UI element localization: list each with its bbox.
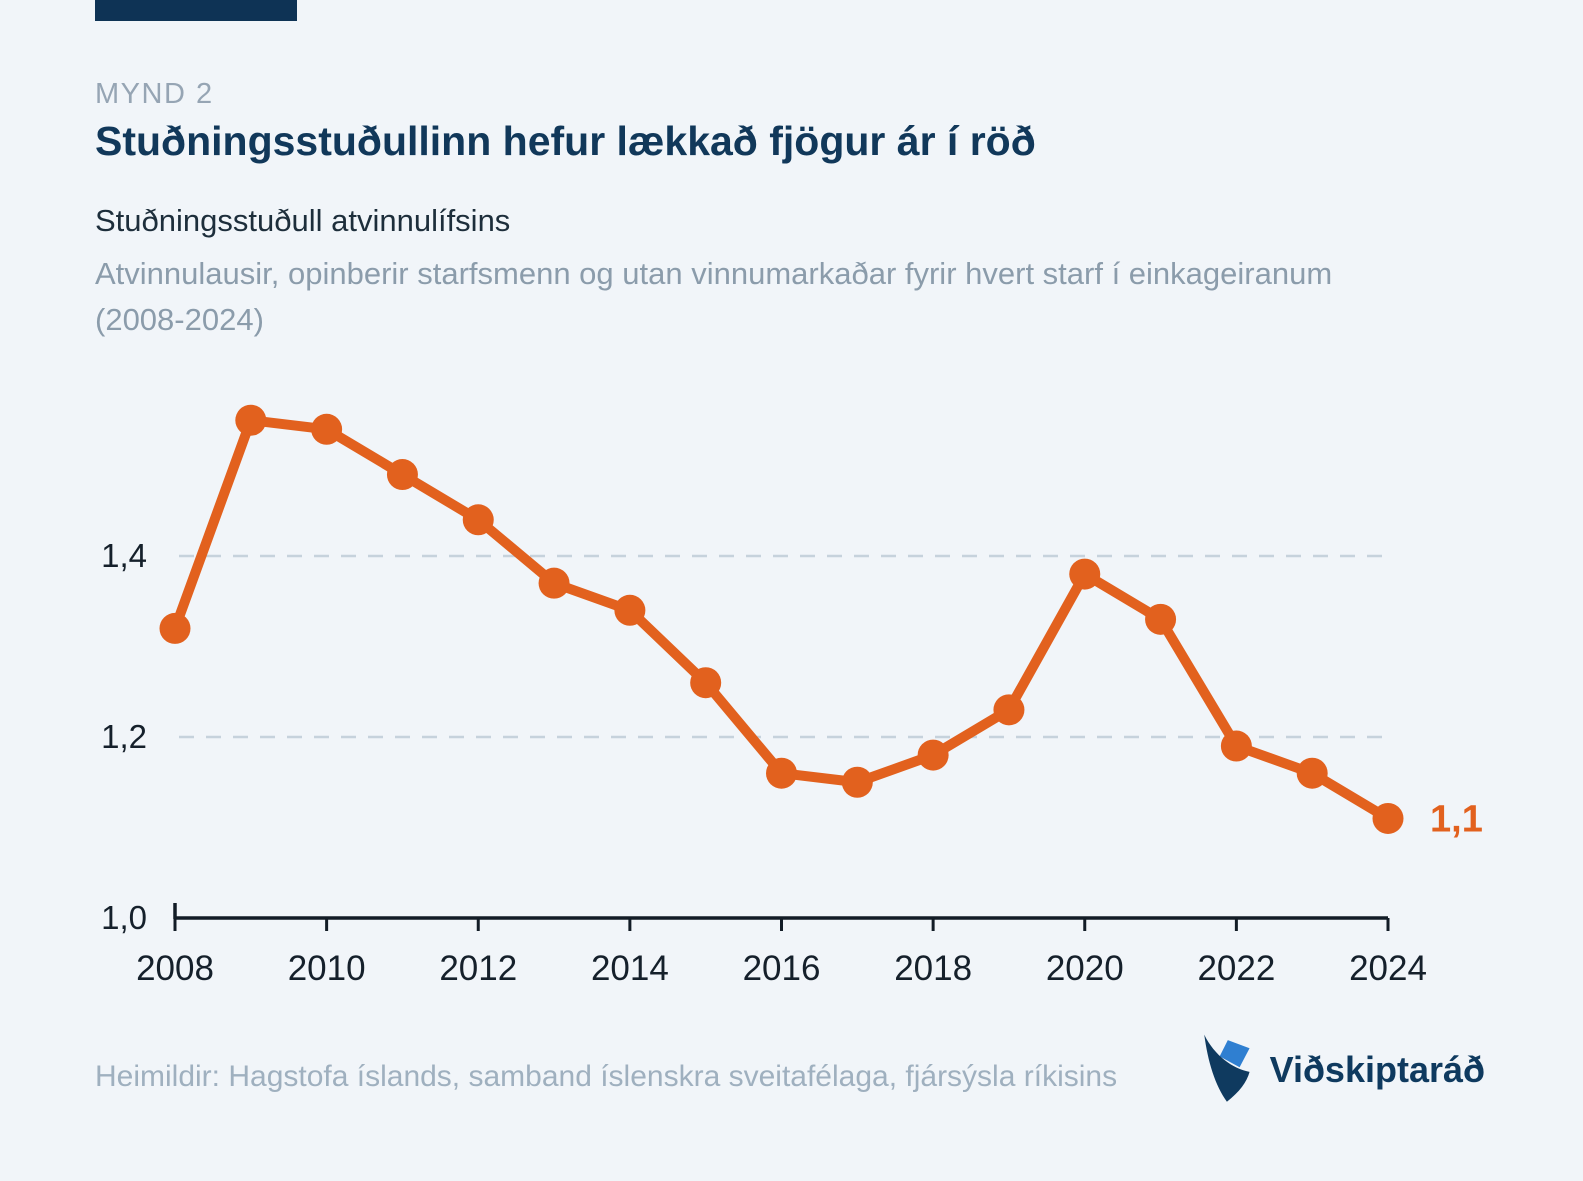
vidskiptarad-logo: Viðskiptaráð (1197, 1034, 1485, 1106)
y-axis-tick-label: 1,2 (101, 718, 147, 755)
data-point-2019 (993, 694, 1025, 726)
vidskiptarad-logo-text: Viðskiptaráð (1269, 1049, 1485, 1090)
data-point-2011 (386, 459, 418, 491)
figure-number-label: MYND 2 (95, 78, 214, 110)
x-axis-tick-label: 2008 (136, 949, 214, 988)
data-point-2015 (690, 667, 722, 699)
source-attribution: Heimildir: Hagstofa íslands, samband ísl… (95, 1060, 1118, 1093)
data-point-2021 (1145, 603, 1177, 635)
data-point-2020 (1069, 558, 1101, 590)
data-point-2023 (1296, 757, 1328, 789)
chart-subtitle-description: Atvinnulausir, opinberir starfsmenn og u… (95, 256, 1333, 337)
data-point-2009 (235, 404, 267, 436)
data-point-2024 (1372, 802, 1404, 834)
x-axis-tick-label: 2012 (439, 949, 517, 988)
line-chart: 1,0 1,2 1,4 2008 2010 2012 2014 2016 2018 2020 202… (0, 380, 1583, 1010)
x-axis-tick-label: 2014 (591, 949, 669, 988)
data-point-2010 (311, 413, 343, 445)
data-point-2022 (1220, 730, 1252, 762)
x-axis-tick-label: 2018 (894, 949, 972, 988)
x-axis-tick-label: 2016 (743, 949, 821, 988)
data-point-2013 (538, 567, 570, 599)
x-axis-tick-label: 2010 (288, 949, 366, 988)
data-point-2014 (614, 594, 646, 626)
data-point-2018 (917, 739, 949, 771)
x-axis-tick-label: 2022 (1197, 949, 1275, 988)
data-point-2017 (841, 766, 873, 798)
vidskiptarad-logo-icon (1203, 1034, 1250, 1102)
data-point-2012 (462, 504, 494, 536)
x-axis-tick-label: 2024 (1349, 949, 1427, 988)
x-axis-tick-label: 2020 (1046, 949, 1124, 988)
data-point-2016 (766, 757, 797, 789)
line-chart-svg: 1,0 1,2 1,4 2008 2010 2012 2014 2016 2018 2020 202… (101, 404, 1483, 988)
end-value-label: 1,1 (1430, 798, 1483, 840)
y-axis-tick-label: 1,4 (101, 537, 147, 574)
chart-title: Stuðningsstuðullinn hefur lækkað fjögur … (95, 118, 1036, 164)
data-point-2008 (159, 612, 191, 644)
y-axis-tick-label: 1,0 (101, 899, 147, 936)
brand-accent-bar (95, 0, 297, 21)
chart-subtitle-primary: Stuðningsstuðull atvinnulífsins (95, 203, 511, 238)
